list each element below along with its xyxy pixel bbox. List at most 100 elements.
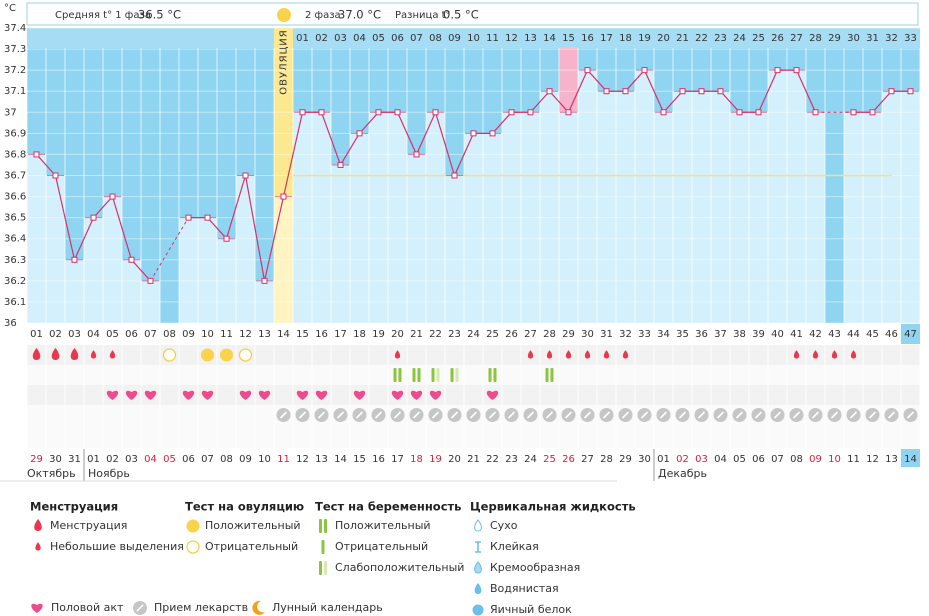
heart-icon: [125, 390, 138, 400]
gap-connector: [150, 217, 189, 282]
temp-bar: [350, 133, 369, 323]
legend-item: Отрицательный: [205, 540, 298, 553]
day-label: 46: [885, 329, 898, 340]
temp-bar: [217, 238, 236, 323]
phase2-day-label: 25: [752, 33, 765, 44]
temp-bar: [863, 112, 882, 324]
temp-point: [128, 256, 135, 263]
temp-bar: [198, 217, 217, 323]
temp-point: [337, 161, 344, 168]
day-label: 31: [600, 329, 613, 340]
medication-icon: [849, 411, 858, 419]
ovulation-negative-icon: [186, 540, 200, 554]
temp-point: [451, 172, 458, 179]
ovulation-negative-icon: [162, 348, 177, 362]
temp-bar: [692, 91, 711, 323]
day-label: 18: [353, 329, 366, 340]
drop-icon: [831, 350, 838, 359]
legend-item: Положительный: [335, 519, 431, 532]
heart-icon: [296, 390, 309, 400]
temp-bar: [730, 112, 749, 324]
date-label: 07: [771, 454, 784, 465]
medication-icon: [659, 411, 668, 419]
date-label: 24: [524, 454, 537, 465]
legend-item: Кремообразная: [490, 561, 580, 574]
y-tick-label: 37.3: [4, 44, 26, 55]
sun-icon: [277, 8, 291, 22]
temp-point: [812, 109, 819, 116]
temp-point: [185, 214, 192, 221]
cervical-icon: [474, 583, 482, 594]
day-label: 22: [429, 329, 442, 340]
phase2-day-label: 23: [714, 33, 727, 44]
temp-bar: [179, 217, 198, 323]
date-label: 01: [87, 454, 100, 465]
date-label: 09: [809, 454, 822, 465]
symbol-row: [27, 385, 920, 405]
temp-point: [71, 256, 78, 263]
month-label: Ноябрь: [88, 467, 130, 480]
phase2-day-label: 30: [847, 33, 860, 44]
day-label: 32: [619, 329, 632, 340]
legend-title: Цервикальная жидкость: [470, 500, 636, 514]
medication-icon: [374, 411, 383, 419]
legend-item: Слабоположительный: [335, 561, 464, 574]
day-label: 03: [68, 329, 81, 340]
temp-point: [470, 130, 477, 137]
y-tick-label: 36.2: [4, 276, 26, 287]
temp-bar: [46, 175, 65, 323]
heart-icon: [429, 390, 442, 400]
heart-icon: [182, 390, 195, 400]
temp-bar: [787, 70, 806, 324]
temp-point: [755, 109, 762, 116]
temp-point: [660, 109, 667, 116]
temp-bar: [616, 91, 635, 323]
medication-icon: [754, 411, 763, 419]
diff-value: 0.5 °C: [443, 8, 479, 22]
medication-icon: [393, 411, 402, 419]
phase2-day-label: 12: [505, 33, 518, 44]
cervical-icon: [472, 604, 484, 616]
date-label: 10: [258, 454, 271, 465]
medication-icon: [735, 411, 744, 419]
cervical-icon: [474, 519, 482, 532]
temp-bar: [293, 112, 312, 324]
day-label: 13: [258, 329, 271, 340]
temp-point: [622, 88, 629, 95]
day-label: 14: [277, 329, 290, 340]
medication-icon: [450, 411, 459, 419]
legend-item: Водянистая: [490, 582, 559, 595]
day-label: 25: [486, 329, 499, 340]
heart-icon: [239, 390, 252, 400]
phase2-day-label: 09: [448, 33, 461, 44]
temp-bar: [521, 112, 540, 324]
temp-point: [432, 109, 439, 116]
temp-point: [679, 88, 686, 95]
heart-icon: [31, 603, 43, 613]
temp-point: [888, 88, 895, 95]
temp-line: [853, 90, 911, 113]
phase2-day-label: 31: [866, 33, 879, 44]
date-label: 11: [847, 454, 860, 465]
legend-item: Яичный белок: [490, 603, 572, 616]
temp-point: [793, 67, 800, 74]
phase1-value: 36.5 °C: [138, 8, 181, 22]
legend-item: Положительный: [205, 519, 301, 532]
drop-icon: [70, 348, 79, 360]
date-label: 13: [315, 454, 328, 465]
date-label: 12: [866, 454, 879, 465]
temp-point: [641, 67, 648, 74]
day-label: 44: [847, 329, 860, 340]
symbol-row: [27, 345, 920, 365]
phase2-day-label: 32: [885, 33, 898, 44]
date-label: 31: [68, 454, 81, 465]
temp-bar: [122, 259, 141, 323]
legend-title: Тест на овуляцию: [185, 500, 304, 514]
diff-label: Разница t°: [395, 10, 451, 21]
symbol-row: [27, 425, 920, 448]
medication-icon: [906, 411, 915, 419]
temp-bar: [578, 70, 597, 324]
moon-icon: [252, 600, 265, 615]
day-label: 41: [790, 329, 803, 340]
drop-icon: [109, 350, 116, 359]
